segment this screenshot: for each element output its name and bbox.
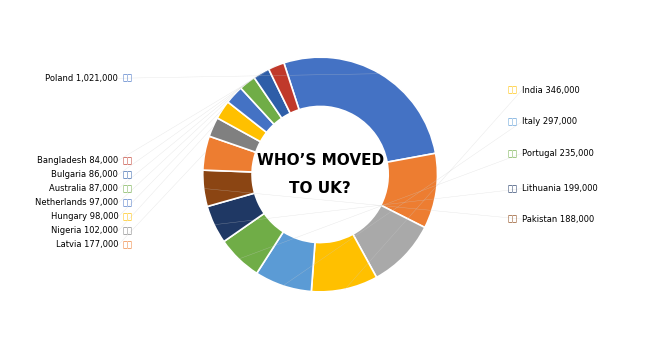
Wedge shape [269,63,299,113]
Wedge shape [203,136,256,172]
Wedge shape [257,232,315,291]
Text: Portugal 235,000: Portugal 235,000 [522,149,594,158]
Text: ⦿⦿: ⦿⦿ [123,240,133,250]
Text: ⦿⦿: ⦿⦿ [123,156,133,165]
Wedge shape [311,234,377,292]
Text: ⦿⦿: ⦿⦿ [507,184,517,193]
Wedge shape [254,69,290,118]
Text: ⦿⦿: ⦿⦿ [123,198,133,207]
Text: Poland 1,021,000: Poland 1,021,000 [46,74,118,83]
Text: Netherlands 97,000: Netherlands 97,000 [35,198,118,207]
Text: ⦿⦿: ⦿⦿ [507,86,517,95]
Text: Latvia 177,000: Latvia 177,000 [56,240,118,250]
Text: TO UK?: TO UK? [289,181,351,196]
Text: ⦿⦿: ⦿⦿ [507,149,517,158]
Text: ⦿⦿: ⦿⦿ [123,170,133,179]
Text: Lithuania 199,000: Lithuania 199,000 [522,184,598,193]
Wedge shape [209,118,261,152]
Text: Bulgaria 86,000: Bulgaria 86,000 [52,170,118,179]
Wedge shape [224,213,284,273]
Text: India 346,000: India 346,000 [522,86,580,95]
Wedge shape [228,88,274,132]
Wedge shape [217,102,267,142]
Text: Bangladesh 84,000: Bangladesh 84,000 [37,156,118,165]
Wedge shape [207,193,264,242]
Text: Hungary 98,000: Hungary 98,000 [50,212,118,221]
Text: Australia 87,000: Australia 87,000 [50,184,118,193]
Text: ⦿⦿: ⦿⦿ [507,117,517,126]
Wedge shape [353,205,425,277]
Text: ⦿⦿: ⦿⦿ [123,212,133,221]
Text: ⦿⦿: ⦿⦿ [123,74,133,83]
Text: WHO’S MOVED: WHO’S MOVED [257,153,383,168]
Wedge shape [381,153,437,228]
Text: ⦿⦿: ⦿⦿ [123,184,133,193]
Wedge shape [241,77,282,124]
Text: ⦿⦿: ⦿⦿ [507,215,517,224]
Text: Pakistan 188,000: Pakistan 188,000 [522,215,594,224]
Text: Nigeria 102,000: Nigeria 102,000 [51,227,118,235]
Text: Italy 297,000: Italy 297,000 [522,117,577,126]
Wedge shape [203,170,255,207]
Text: ⦿⦿: ⦿⦿ [123,227,133,235]
Wedge shape [284,57,436,162]
